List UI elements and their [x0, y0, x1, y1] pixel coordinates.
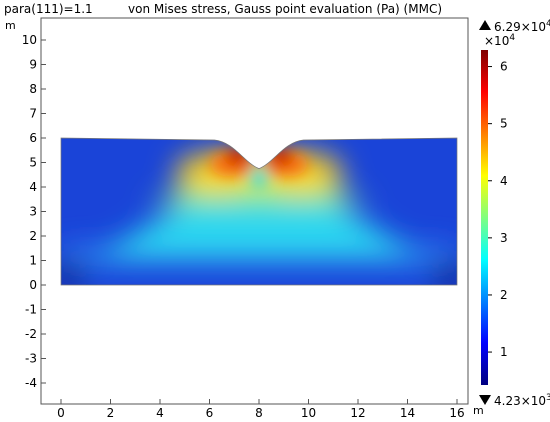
- y-tick-label: 10: [22, 33, 37, 47]
- x-tick-label: 2: [107, 406, 115, 420]
- field-right-peak: [268, 149, 295, 166]
- y-tick-label: 3: [29, 205, 37, 219]
- colorbar-tick-label: 1: [500, 345, 508, 359]
- colorbar: 6.29×104 ×104 1 2 3 4 5 6 4.23×103: [479, 19, 550, 408]
- stress-field: [61, 138, 457, 285]
- colorbar-tick-label: 6: [500, 60, 508, 74]
- y-tick-label: -4: [25, 376, 37, 390]
- field-left-peak: [223, 149, 250, 166]
- y-unit-label: m: [5, 19, 16, 32]
- colorbar-tick-label: 5: [500, 117, 508, 131]
- field-notch-cyan: [250, 168, 268, 189]
- colorbar-max-label: 6.29×104: [494, 19, 550, 34]
- x-tick-label: 8: [255, 406, 263, 420]
- colorbar-min-label: 4.23×103: [494, 393, 550, 408]
- x-tick-label: 12: [350, 406, 365, 420]
- y-tick-label: -2: [25, 327, 37, 341]
- colorbar-tick-label: 4: [500, 174, 508, 188]
- y-tick-label: -3: [25, 352, 37, 366]
- domain-outline: [60, 137, 458, 286]
- colorbar-tick-label: 2: [500, 288, 508, 302]
- x-tick-label: 10: [301, 406, 316, 420]
- field-lower-right-dark: [431, 261, 457, 285]
- y-tick-label: 2: [29, 229, 37, 243]
- max-arrow-icon: [479, 20, 491, 30]
- x-tick-label: 4: [156, 406, 164, 420]
- y-tick-label: 7: [29, 107, 37, 121]
- y-tick-label: 5: [29, 156, 37, 170]
- y-axis: -4 -3 -2 -1 0 1 2 3 4 5 6 7 8 9 10: [22, 33, 46, 390]
- y-tick-label: 6: [29, 131, 37, 145]
- colorbar-tick-label: 3: [500, 231, 508, 245]
- x-axis: 0 2 4 6 8 10 12 14 16: [57, 399, 465, 420]
- y-tick-label: 8: [29, 82, 37, 96]
- colorbar-gradient: [481, 50, 488, 385]
- x-unit-label: m: [473, 404, 484, 417]
- y-tick-label: 1: [29, 254, 37, 268]
- min-arrow-icon: [479, 395, 491, 405]
- y-tick-label: -1: [25, 303, 37, 317]
- field-lower-left-dark: [61, 261, 87, 285]
- x-tick-label: 14: [400, 406, 415, 420]
- y-tick-label: 4: [29, 180, 37, 194]
- y-tick-label: 9: [29, 58, 37, 72]
- field-cyan-cone: [98, 157, 420, 256]
- x-tick-label: 0: [57, 406, 65, 420]
- plot-title: von Mises stress, Gauss point evaluation…: [128, 2, 442, 16]
- y-tick-label: 0: [29, 278, 37, 292]
- x-tick-label: 16: [449, 406, 464, 420]
- colorbar-scale-label: ×104: [484, 33, 515, 48]
- x-tick-label: 6: [206, 406, 214, 420]
- parameter-label: para(111)=1.1: [4, 2, 93, 16]
